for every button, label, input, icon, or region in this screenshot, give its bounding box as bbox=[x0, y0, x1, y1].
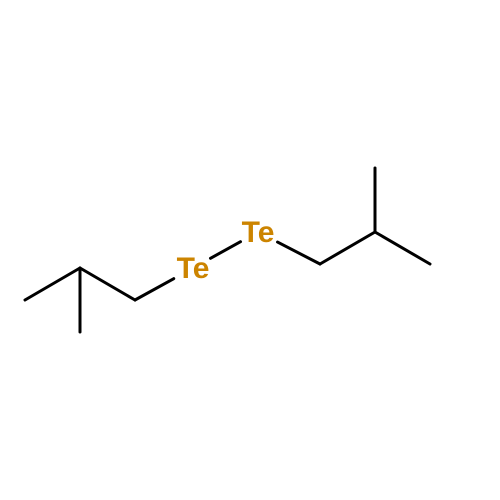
atom-label-te: Te bbox=[177, 252, 210, 285]
bond bbox=[80, 268, 135, 300]
bond bbox=[278, 242, 320, 264]
bond bbox=[135, 279, 174, 300]
molecule-canvas: Te Te bbox=[0, 0, 500, 500]
bond bbox=[210, 242, 240, 259]
bond bbox=[375, 232, 430, 264]
bond bbox=[25, 268, 80, 300]
atom-label-te: Te bbox=[242, 216, 275, 249]
bond bbox=[320, 232, 375, 264]
